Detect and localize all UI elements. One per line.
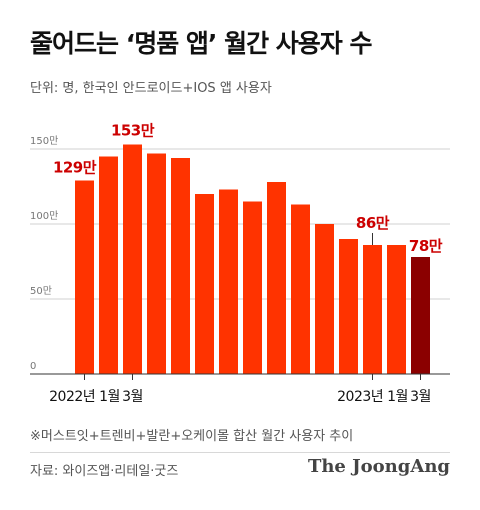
data-label: 86만 (356, 214, 390, 232)
data-label: 78만 (409, 237, 443, 255)
bar (243, 201, 262, 374)
footnote: ※머스트잇+트렌비+발란+오케이몰 합산 월간 사용자 추이 (30, 429, 354, 444)
unit-note: 단위: 명, 한국인 안드로이드+IOS 앱 사용자 (30, 81, 272, 96)
bar (171, 158, 190, 374)
bar (339, 239, 358, 374)
y-tick-label: 50만 (30, 285, 52, 297)
bar (75, 180, 94, 374)
x-tick-label: 2023년 1월 (337, 389, 408, 405)
chart-title: 줄어드는 ‘명품 앱’ 월간 사용자 수 (30, 29, 373, 58)
x-tick-label: 2022년 1월 (49, 389, 120, 405)
bar (315, 224, 334, 374)
bar (123, 144, 142, 374)
bar (99, 156, 118, 374)
bar (363, 245, 382, 374)
publisher-logo: The JoongAng (307, 456, 450, 477)
data-label: 153만 (111, 122, 155, 140)
bar (195, 194, 214, 374)
bar (411, 257, 430, 374)
bar (387, 245, 406, 374)
divider (30, 452, 450, 453)
y-tick-label: 100만 (30, 210, 58, 222)
bar (267, 182, 286, 374)
y-tick-label: 0 (30, 361, 36, 372)
source-note: 자료: 와이즈앱·리테일·굿즈 (30, 464, 179, 479)
bar (291, 204, 310, 374)
bar (147, 153, 166, 374)
x-tick-label: 3월 (410, 389, 431, 405)
y-tick-label: 150만 (30, 135, 58, 147)
x-tick-label: 3월 (122, 389, 143, 405)
bar (219, 189, 238, 374)
data-label: 129만 (53, 159, 97, 177)
